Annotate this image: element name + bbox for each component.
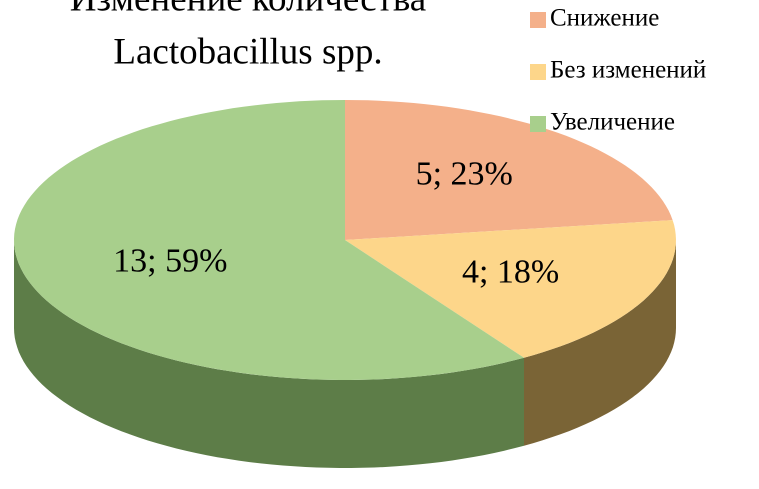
- data-label: 13; 59%: [113, 242, 227, 279]
- pie-slice: [345, 100, 673, 240]
- legend-swatch: [530, 64, 546, 80]
- legend-label: Снижение: [550, 5, 659, 32]
- data-label: 5; 23%: [416, 155, 513, 192]
- pie-side: [524, 240, 676, 446]
- legend-label: Без изменений: [550, 57, 706, 84]
- chart-title: Изменение количества: [70, 0, 426, 19]
- legend-swatch: [530, 12, 546, 28]
- pie-side: [14, 240, 524, 468]
- data-label: 4; 18%: [462, 254, 559, 291]
- pie-slice: [14, 100, 524, 380]
- pie-slice: [345, 220, 676, 358]
- chart-title: Lactobacillus spp.: [113, 31, 382, 72]
- legend-swatch: [530, 116, 546, 132]
- legend-label: Увеличение: [550, 109, 675, 136]
